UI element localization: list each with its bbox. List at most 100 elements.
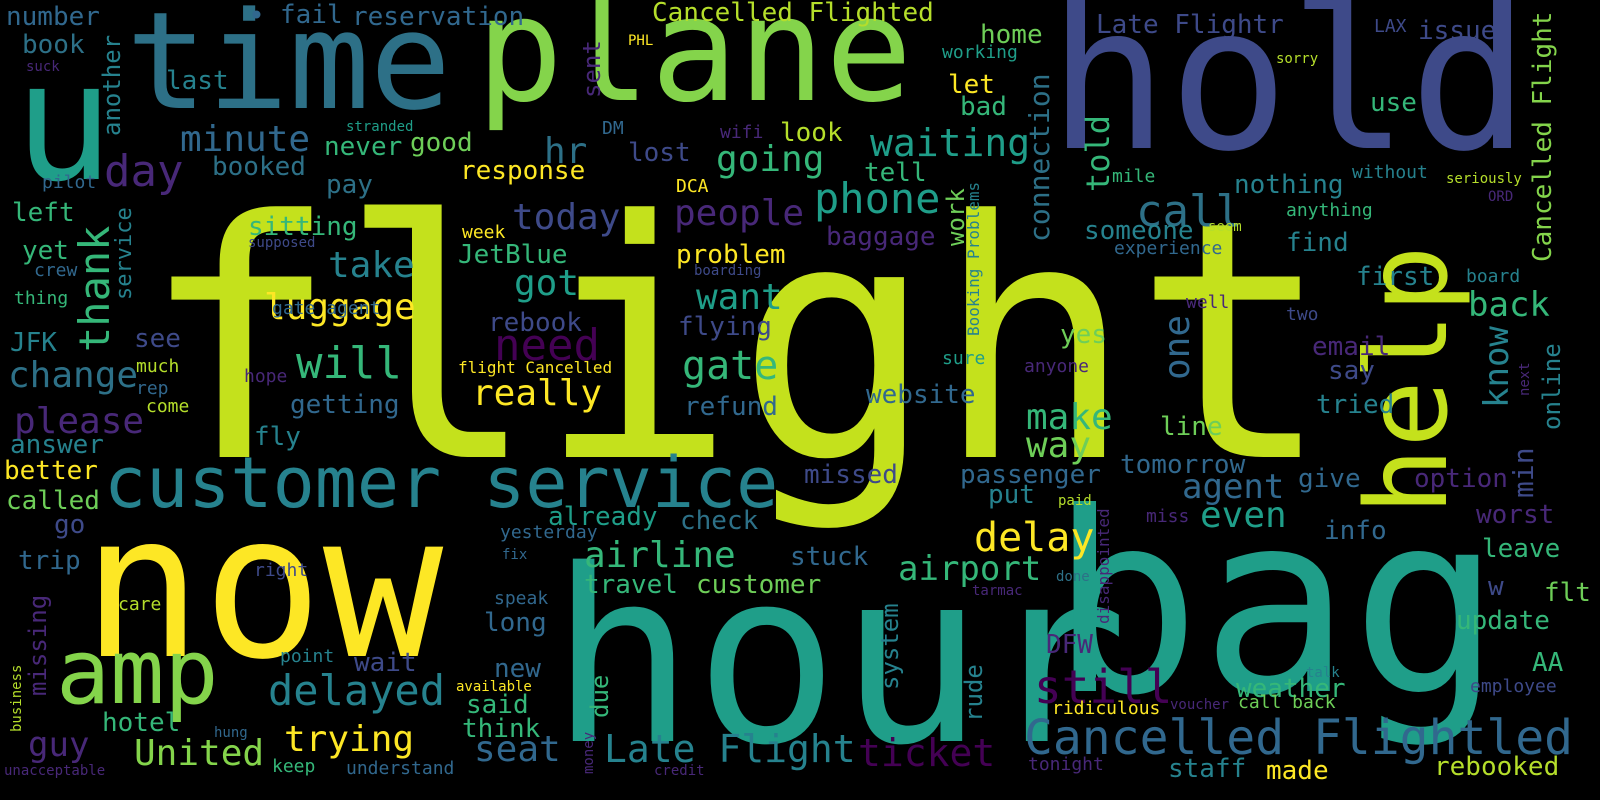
word-ticket: ticket: [858, 731, 996, 775]
word-will: will: [296, 338, 402, 389]
word-phone: phone: [814, 174, 941, 223]
word-flt: flt: [1544, 578, 1591, 608]
word-bag: bag: [1050, 459, 1502, 750]
word-sent: sent: [578, 40, 606, 98]
word-thing: thing: [14, 288, 69, 309]
word-anything: anything: [1286, 200, 1373, 221]
word-hope: hope: [244, 366, 288, 387]
word-think: think: [462, 714, 541, 744]
word-business: business: [9, 664, 25, 732]
word-system: system: [876, 603, 904, 690]
word-yesterday: yesterday: [500, 522, 598, 543]
word-aa: AA: [1532, 648, 1564, 678]
word-trip: trip: [18, 546, 81, 576]
word-got: got: [514, 263, 580, 304]
word-credit: credit: [654, 763, 705, 779]
word-lax: LAX: [1374, 16, 1407, 37]
word-come: come: [146, 396, 190, 417]
word-connection: connection: [1023, 73, 1056, 242]
word-late-flightr: Late Flightr: [1096, 10, 1284, 40]
word-cancelled-flightled: Cancelled Flightled: [1024, 710, 1574, 766]
word-want: want: [696, 277, 783, 318]
word-working: working: [942, 42, 1018, 63]
word-supposed: supposed: [248, 235, 316, 251]
word-today: today: [512, 197, 621, 238]
word-make: make: [1026, 397, 1113, 438]
word-miss: miss: [1146, 506, 1190, 527]
word-info: info: [1324, 516, 1387, 546]
word-seat: seat: [474, 729, 561, 770]
word-online: online: [1538, 343, 1566, 430]
word-leave: leave: [1482, 534, 1561, 564]
word-fix: fix: [502, 547, 528, 563]
word-nothing: nothing: [1234, 170, 1344, 200]
word-unacceptable: unacceptable: [4, 763, 106, 779]
word-still: still: [1034, 660, 1173, 714]
word-speak: speak: [494, 588, 549, 609]
word-even: even: [1200, 495, 1287, 536]
word-board: board: [1466, 266, 1521, 287]
word-reservation: reservation: [352, 2, 525, 32]
word-travel: travel: [584, 570, 678, 600]
word-fail: fail: [280, 0, 343, 30]
word-hotel: hotel: [102, 708, 181, 738]
word-take: take: [328, 245, 415, 286]
word-staff: staff: [1168, 754, 1247, 784]
word-well: well: [1186, 292, 1230, 313]
word-luggage: luggage: [264, 287, 416, 328]
word-update: update: [1456, 606, 1550, 636]
word-email: email: [1312, 332, 1391, 362]
word-stranded: stranded: [346, 119, 414, 135]
word-good: good: [410, 128, 473, 158]
word-care: care: [118, 594, 162, 615]
word-know: know: [1477, 326, 1517, 408]
word-give: give: [1298, 464, 1361, 494]
word-wifi: wifi: [720, 122, 764, 143]
word-please: please: [14, 401, 145, 442]
word-left: left: [12, 198, 75, 228]
word-option: option: [1414, 464, 1508, 494]
word-day: day: [104, 146, 184, 197]
word-fly: fly: [254, 422, 301, 452]
word-crew: crew: [34, 260, 78, 281]
word-put: put: [988, 480, 1035, 510]
word-tarmac: tarmac: [972, 583, 1023, 599]
word-airport: airport: [898, 549, 1042, 589]
word-seriously: seriously: [1446, 171, 1522, 187]
word-late-flight: Late Flight: [604, 727, 856, 771]
word-customer-service: customer service: [104, 442, 779, 524]
word-line: line: [1160, 412, 1223, 442]
word-time: time: [126, 0, 452, 140]
word-never: never: [324, 132, 403, 162]
word-guy: guy: [28, 725, 90, 765]
word-available: available: [456, 679, 532, 695]
word-problem: problem: [676, 240, 786, 270]
word-without: without: [1352, 162, 1428, 183]
word-amp: amp: [56, 620, 219, 725]
word-dot: •: [248, 0, 265, 32]
word-way: way: [1026, 425, 1092, 466]
word-see: see: [134, 324, 181, 354]
word-missing: missing: [24, 594, 52, 696]
word-two: two: [1286, 304, 1319, 325]
word-really: really: [472, 373, 603, 414]
word-passenger: passenger: [960, 460, 1101, 490]
word-book: book: [22, 30, 85, 60]
word-hold: hold: [1048, 0, 1530, 196]
word-missed: missed: [804, 460, 898, 490]
word-jetblue: JetBlue: [458, 240, 568, 270]
word-stuck: stuck: [790, 542, 869, 572]
word-hour: hour: [550, 518, 1128, 798]
word-dfw: DFW: [1046, 630, 1093, 660]
word-anyone: anyone: [1024, 356, 1090, 377]
word-last: last: [166, 66, 229, 96]
word-made: made: [1266, 756, 1329, 786]
word-sure: sure: [942, 348, 986, 369]
word-disappointed: disappointed: [1094, 508, 1113, 624]
word-let: let: [948, 70, 995, 100]
word-one: one: [1157, 314, 1198, 380]
word-point: point: [280, 646, 335, 667]
word-dm: DM: [602, 118, 624, 139]
word-people: people: [674, 193, 805, 234]
